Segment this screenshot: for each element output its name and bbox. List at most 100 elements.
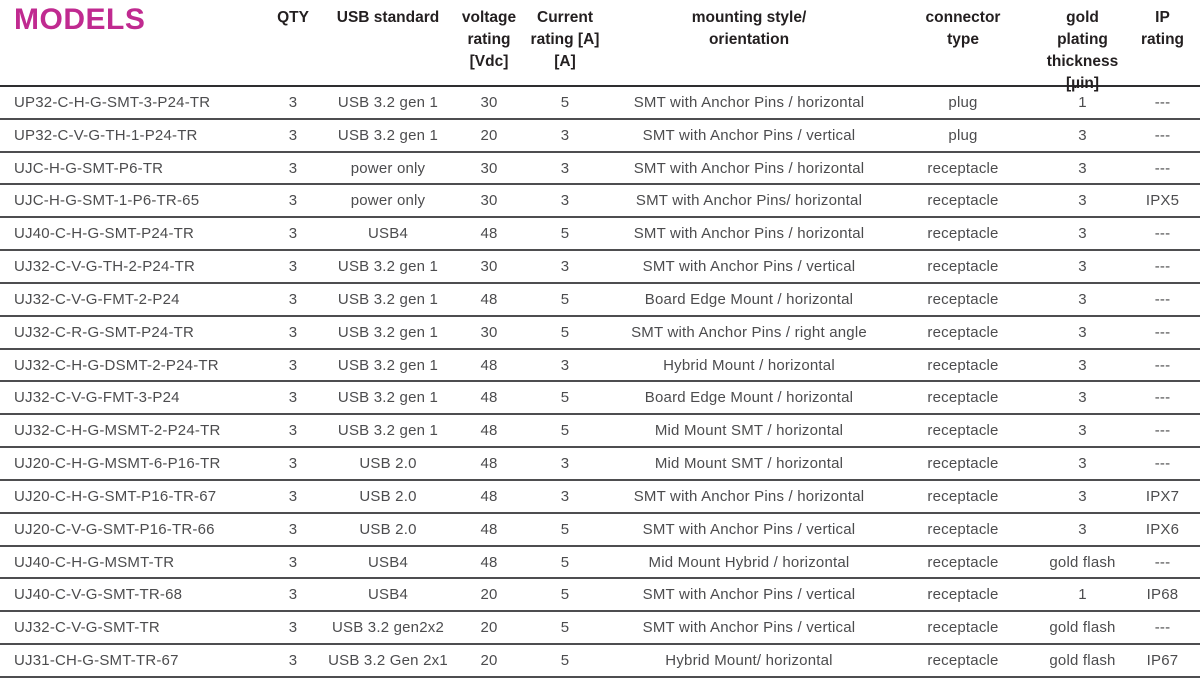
table-row: UJC-H-G-SMT-P6-TR 3 power only 30 3 SMT … <box>0 153 1200 186</box>
current-rating-cell: 3 <box>560 159 570 177</box>
gold-plating-cell: gold flash <box>1049 619 1116 637</box>
usb-standard-cell: USB4 <box>368 225 408 243</box>
qty-cell: 3 <box>288 323 298 341</box>
mounting-style-cell: Hybrid Mount / horizontal <box>663 356 835 374</box>
connector-type-cell: receptacle <box>927 389 999 407</box>
ip-rating-cell: --- <box>1154 126 1171 144</box>
table-header-row: MODELS QTY USB standard voltage rating [… <box>0 0 1200 92</box>
current-rating-cell: 5 <box>560 651 570 669</box>
connector-type-cell: receptacle <box>927 619 999 637</box>
connector-type-cell: receptacle <box>927 651 999 669</box>
qty-cell: 3 <box>288 586 298 604</box>
qty-cell: 3 <box>288 225 298 243</box>
model-cell: UJ20-C-H-G-MSMT-6-P16-TR <box>14 455 221 473</box>
connector-type-cell: receptacle <box>927 192 999 210</box>
current-rating-cell: 5 <box>560 225 570 243</box>
voltage-rating-cell: 48 <box>480 356 498 374</box>
gold-plating-cell: gold flash <box>1049 553 1116 571</box>
model-cell: UJC-H-G-SMT-P6-TR <box>14 159 164 177</box>
table-row: UJ40-C-H-G-MSMT-TR 3 USB4 48 5 Mid Mount… <box>0 547 1200 580</box>
mounting-style-cell: SMT with Anchor Pins / vertical <box>642 619 856 637</box>
table-row: UJ20-C-H-G-MSMT-6-P16-TR 3 USB 2.0 48 3 … <box>0 448 1200 481</box>
voltage-rating-cell: 30 <box>480 258 498 276</box>
mounting-style-cell: SMT with Anchor Pins/ horizontal <box>635 192 863 210</box>
column-header-current-rating: Current rating [A] [A] <box>530 9 600 70</box>
current-rating-cell: 5 <box>560 389 570 407</box>
current-rating-cell: 5 <box>560 619 570 637</box>
connector-type-cell: receptacle <box>927 553 999 571</box>
table-row: UP32-C-V-G-TH-1-P24-TR 3 USB 3.2 gen 1 2… <box>0 120 1200 153</box>
usb-standard-cell: power only <box>350 192 426 210</box>
mounting-style-cell: Board Edge Mount / horizontal <box>644 389 854 407</box>
ip-rating-cell: --- <box>1154 389 1171 407</box>
table-row: UJ40-C-V-G-SMT-TR-68 3 USB4 20 5 SMT wit… <box>0 579 1200 613</box>
model-cell: UJ32-C-V-G-FMT-2-P24 <box>14 290 180 308</box>
qty-cell: 3 <box>288 619 298 637</box>
ip-rating-cell: --- <box>1154 619 1171 637</box>
table-row: UJ32-C-V-G-SMT-TR 3 USB 3.2 gen2x2 20 5 … <box>0 612 1200 646</box>
usb-standard-cell: USB 3.2 gen 1 <box>337 126 439 144</box>
usb-standard-cell: USB 3.2 gen 1 <box>337 389 439 407</box>
qty-cell: 3 <box>288 422 298 440</box>
usb-standard-cell: USB 3.2 gen2x2 <box>331 619 445 637</box>
voltage-rating-cell: 48 <box>480 487 498 505</box>
usb-standard-cell: power only <box>350 159 426 177</box>
connector-type-cell: receptacle <box>927 225 999 243</box>
connector-type-cell: plug <box>948 93 978 111</box>
qty-cell: 3 <box>288 356 298 374</box>
table-row: UJ32-C-R-G-SMT-P24-TR 3 USB 3.2 gen 1 30… <box>0 317 1200 350</box>
table-row: UJ32-C-H-G-DSMT-2-P24-TR 3 USB 3.2 gen 1… <box>0 350 1200 383</box>
gold-plating-cell: 3 <box>1078 126 1087 144</box>
qty-cell: 3 <box>288 553 298 571</box>
mounting-style-cell: SMT with Anchor Pins / horizontal <box>633 225 865 243</box>
connector-type-cell: receptacle <box>927 159 999 177</box>
gold-plating-cell: 3 <box>1078 389 1087 407</box>
voltage-rating-cell: 48 <box>480 455 498 473</box>
page-title: MODELS <box>14 3 146 36</box>
qty-cell: 3 <box>288 520 298 538</box>
ip-rating-cell: --- <box>1154 225 1171 243</box>
model-cell: UJ20-C-V-G-SMT-P16-TR-66 <box>14 520 215 538</box>
table-row: UJ32-C-V-G-FMT-3-P24 3 USB 3.2 gen 1 48 … <box>0 382 1200 416</box>
mounting-style-cell: SMT with Anchor Pins / vertical <box>642 126 856 144</box>
qty-cell: 3 <box>288 159 298 177</box>
qty-cell: 3 <box>288 651 298 669</box>
ip-rating-cell: --- <box>1154 93 1171 111</box>
model-cell: UJ32-C-H-G-DSMT-2-P24-TR <box>14 356 219 374</box>
usb-standard-cell: USB 2.0 <box>359 520 417 538</box>
current-rating-cell: 5 <box>560 586 570 604</box>
current-rating-cell: 5 <box>560 93 570 111</box>
ip-rating-cell: --- <box>1154 356 1171 374</box>
current-rating-cell: 5 <box>560 553 570 571</box>
model-cell: UJ32-C-R-G-SMT-P24-TR <box>14 323 195 341</box>
gold-plating-cell: 3 <box>1078 290 1087 308</box>
gold-plating-cell: 3 <box>1078 225 1087 243</box>
model-cell: UJ32-C-V-G-TH-2-P24-TR <box>14 258 196 276</box>
connector-type-cell: receptacle <box>927 323 999 341</box>
ip-rating-cell: IPX5 <box>1145 192 1180 210</box>
usb-standard-cell: USB 3.2 Gen 2x1 <box>328 651 448 669</box>
connector-type-cell: receptacle <box>927 290 999 308</box>
gold-plating-cell: 3 <box>1078 520 1087 538</box>
gold-plating-cell: gold flash <box>1049 651 1116 669</box>
model-cell: UJ32-C-H-G-MSMT-2-P24-TR <box>14 422 221 440</box>
connector-type-cell: receptacle <box>927 356 999 374</box>
gold-plating-cell: 1 <box>1078 93 1087 111</box>
mounting-style-cell: SMT with Anchor Pins / horizontal <box>633 159 865 177</box>
mounting-style-cell: Mid Mount Hybrid / horizontal <box>648 553 850 571</box>
model-cell: UJ20-C-H-G-SMT-P16-TR-67 <box>14 487 217 505</box>
table-row: UJ32-C-V-G-TH-2-P24-TR 3 USB 3.2 gen 1 3… <box>0 251 1200 284</box>
current-rating-cell: 3 <box>560 356 570 374</box>
model-cell: UJC-H-G-SMT-1-P6-TR-65 <box>14 192 200 210</box>
ip-rating-cell: IPX6 <box>1145 520 1180 538</box>
ip-rating-cell: --- <box>1154 258 1171 276</box>
model-cell: UJ32-C-V-G-SMT-TR <box>14 619 160 637</box>
table-body: UP32-C-H-G-SMT-3-P24-TR 3 USB 3.2 gen 1 … <box>0 87 1200 678</box>
voltage-rating-cell: 20 <box>480 651 498 669</box>
ip-rating-cell: --- <box>1154 553 1171 571</box>
usb-standard-cell: USB 3.2 gen 1 <box>337 356 439 374</box>
voltage-rating-cell: 30 <box>480 159 498 177</box>
usb-standard-cell: USB 3.2 gen 1 <box>337 258 439 276</box>
connector-type-cell: plug <box>948 126 978 144</box>
